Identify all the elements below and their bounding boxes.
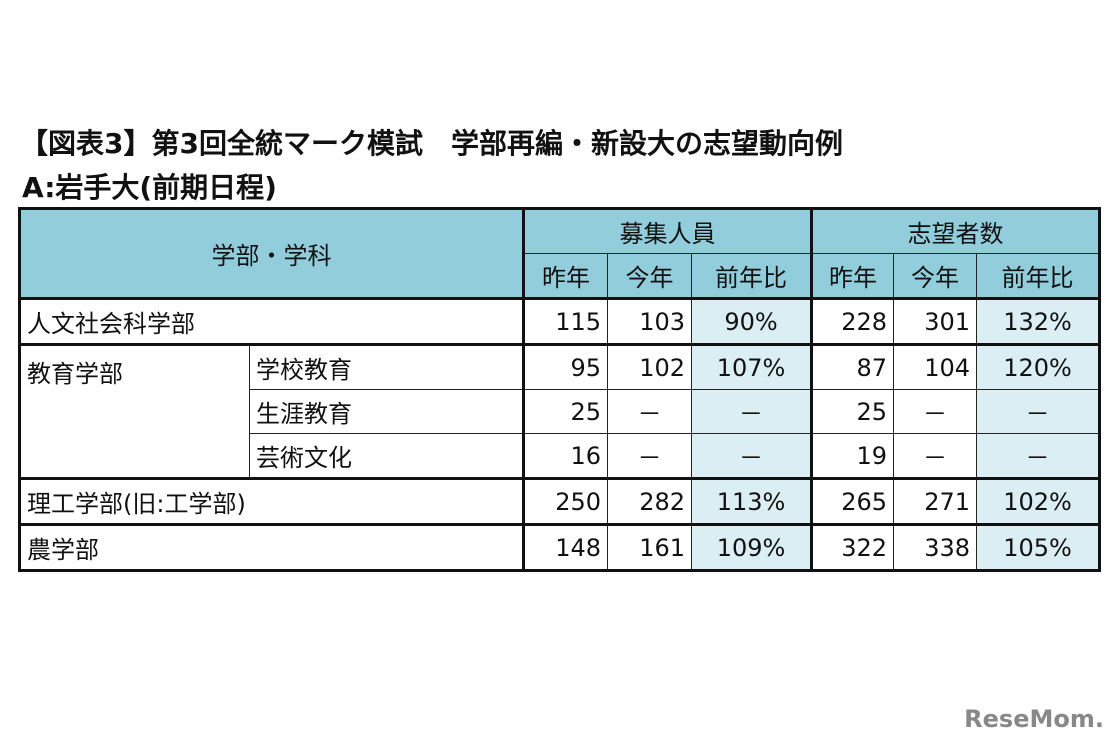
value-cell: 16 [522,433,608,479]
dept-cell: 理工学部(旧:工学部) [19,477,524,525]
value-cell: 104 [893,343,977,390]
dept-cell: 教育学部 [19,343,250,479]
value-cell: 265 [810,477,894,525]
value-cell: 87 [810,343,894,390]
value-cell: － [976,433,1100,479]
header-row-1: 学部・学科 募集人員 志望者数 [19,208,1100,299]
course-cell: 学校教育 [249,343,524,390]
figure-subtitle: A:岩手大(前期日程) [22,171,277,204]
value-cell: － [607,433,692,479]
value-cell: 161 [607,523,692,571]
header-dept: 学部・学科 [19,208,524,299]
value-cell: 322 [810,523,894,571]
course-cell: 生涯教育 [249,389,524,434]
header-sub: 今年 [607,253,692,299]
value-cell: 113% [691,477,812,525]
value-cell: 107% [691,343,812,390]
table-row: 教育学部 学校教育 95 102 107% 87 104 120% [19,343,1100,479]
value-cell: 102% [976,477,1100,525]
value-cell: 102 [607,343,692,390]
value-cell: 228 [810,297,894,345]
figure-title: 【図表3】第3回全統マーク模試 学部再編・新設大の志望動向例 [20,127,843,160]
dept-cell: 農学部 [19,523,524,571]
applicant-trends-table: 学部・学科 募集人員 志望者数 昨年 今年 前年比 昨年 今年 前年比 人文社会… [18,207,1101,572]
header-sub: 昨年 [522,253,608,299]
value-cell: 120% [976,343,1100,390]
header-sub: 今年 [893,253,977,299]
dept-cell: 人文社会科学部 [19,297,524,345]
value-cell: 148 [522,523,608,571]
table-row: 生涯教育 25 －－ 25 －－ [20,389,1100,434]
table-row: 芸術文化 16 －－ 19 －－ [20,433,1100,479]
value-cell: 109% [691,523,812,571]
value-cell: 95 [522,343,608,390]
table-row: 人文社会科学部 115 103 90% 228 301 132% [19,297,1100,345]
value-cell: 25 [522,389,608,434]
header-capacity: 募集人員 [522,208,812,254]
header-sub: 昨年 [810,253,894,299]
header-row-2: 昨年 今年 前年比 昨年 今年 前年比 [20,253,1100,299]
value-cell: 25 [810,389,894,434]
header-applicants: 志望者数 [810,208,1100,254]
value-cell: － [691,389,812,434]
value-cell: － [893,433,977,479]
header-sub: 前年比 [691,253,812,299]
value-cell: － [893,389,977,434]
value-cell: 282 [607,477,692,525]
value-cell: 90% [691,297,812,345]
value-cell: － [976,389,1100,434]
table-row: 農学部 148 161 109% 322 338 105% [19,523,1100,571]
value-cell: － [691,433,812,479]
value-cell: 105% [976,523,1100,571]
table-row: 理工学部(旧:工学部) 250 282 113% 265 271 102% [19,477,1100,525]
resemom-logo: ReseMom. [964,705,1104,733]
value-cell: 19 [810,433,894,479]
value-cell: － [607,389,692,434]
value-cell: 132% [976,297,1100,345]
course-cell: 芸術文化 [249,433,524,479]
value-cell: 103 [607,297,692,345]
value-cell: 250 [522,477,608,525]
header-sub: 前年比 [976,253,1100,299]
value-cell: 301 [893,297,977,345]
value-cell: 115 [522,297,608,345]
value-cell: 271 [893,477,977,525]
value-cell: 338 [893,523,977,571]
